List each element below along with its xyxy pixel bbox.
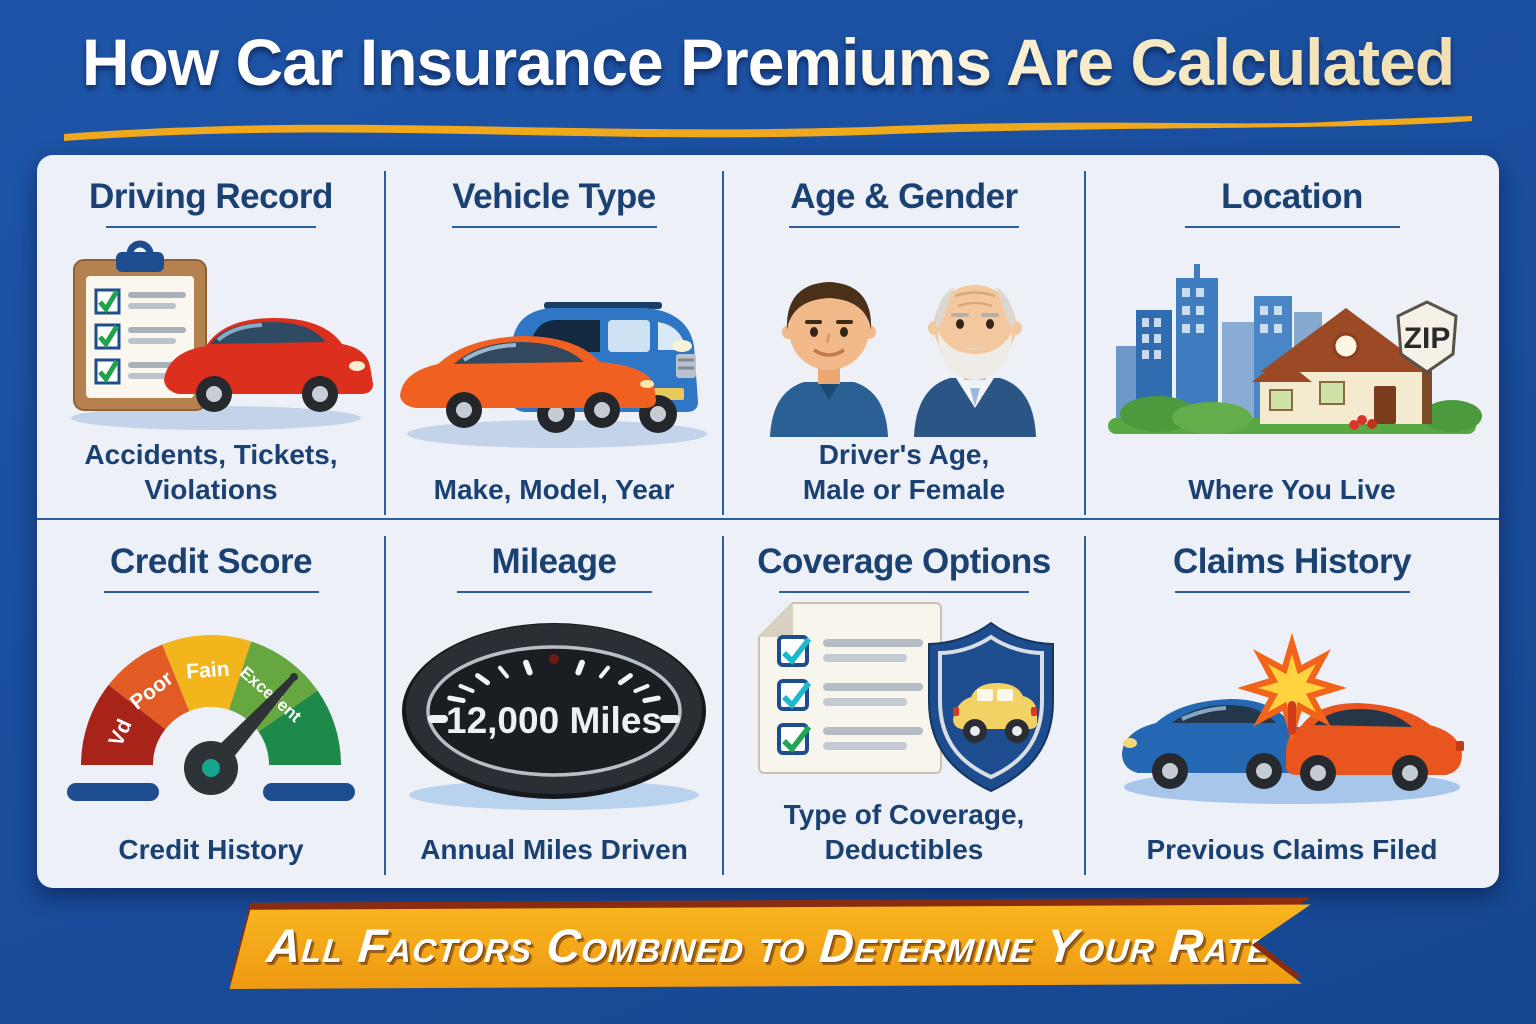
- factor-caption: Previous Claims Filed: [1146, 834, 1438, 865]
- city-skyline-house-zip-sign-icon: ZIP: [1085, 232, 1499, 472]
- factor-card-mileage: Mileage: [385, 520, 724, 888]
- young-man-and-senior-man-icon: [723, 232, 1085, 437]
- factors-panel: Driving Record: [37, 155, 1499, 888]
- factor-caption: Credit History: [118, 834, 304, 865]
- banner-text: All Factors Combined to Determine Your R…: [264, 918, 1274, 972]
- factor-heading: Location: [1221, 177, 1363, 216]
- factor-card-location: Location: [1085, 155, 1499, 531]
- factor-card-vehicle-type: Vehicle Type: [385, 155, 724, 531]
- clipboard-checklist-and-red-car-icon: [37, 232, 385, 437]
- factors-row-1: Driving Record: [37, 155, 1499, 518]
- factor-heading: Age & Gender: [790, 177, 1018, 216]
- odometer-icon: 12,000 Miles: [385, 597, 723, 832]
- factor-caption: Annual Miles Driven: [420, 834, 688, 865]
- credit-score-gauge-icon: Vd Poor Fain Excellent: [37, 597, 385, 832]
- heading-underline: [1184, 226, 1400, 228]
- factor-caption: Type of Coverage, Deductibles: [783, 799, 1025, 865]
- bottom-ribbon-banner: All Factors Combined to Determine Your R…: [223, 897, 1315, 989]
- odometer-reading: 12,000 Miles: [446, 700, 662, 741]
- orange-coupe-and-blue-suv-icon: [385, 232, 723, 472]
- factor-card-age-gender: Age & Gender: [723, 155, 1086, 531]
- factor-heading: Driving Record: [89, 177, 333, 216]
- title-underline-swoosh: [64, 116, 1472, 141]
- heading-underline: [451, 226, 657, 228]
- factor-card-driving-record: Driving Record: [37, 155, 386, 531]
- zip-sign-label: ZIP: [1404, 322, 1451, 355]
- factor-card-credit-score: Credit Score Vd Poor Fain Excellent: [37, 520, 386, 888]
- gauge-label-fair: Fain: [186, 657, 231, 683]
- factor-heading: Vehicle Type: [452, 177, 656, 216]
- factor-caption: Where You Live: [1188, 474, 1396, 505]
- factor-heading: Mileage: [491, 542, 617, 581]
- heading-underline: [789, 226, 1019, 228]
- factor-heading: Coverage Options: [757, 542, 1051, 581]
- heading-underline: [779, 591, 1029, 593]
- factor-caption: Make, Model, Year: [433, 474, 675, 505]
- factor-caption: Driver's Age, Male or Female: [802, 439, 1006, 505]
- factor-heading: Claims History: [1172, 542, 1412, 581]
- heading-underline: [1174, 591, 1410, 593]
- heading-underline: [103, 591, 319, 593]
- factor-card-claims-history: Claims History: [1085, 520, 1499, 888]
- heading-underline: [106, 226, 316, 228]
- factor-caption: Accidents, Tickets, Violations: [84, 439, 338, 505]
- page-title: How Car Insurance Premiums Are Calculate…: [0, 24, 1536, 100]
- factor-heading: Credit Score: [109, 542, 313, 581]
- factor-card-coverage-options: Coverage Options: [723, 520, 1086, 888]
- heading-underline: [456, 591, 652, 593]
- two-car-collision-icon: [1085, 597, 1499, 832]
- checklist-and-shield-with-car-icon: [723, 597, 1085, 797]
- factors-row-2: Credit Score Vd Poor Fain Excellent: [37, 518, 1499, 886]
- ribbon-face: All Factors Combined to Determine Your R…: [229, 904, 1311, 989]
